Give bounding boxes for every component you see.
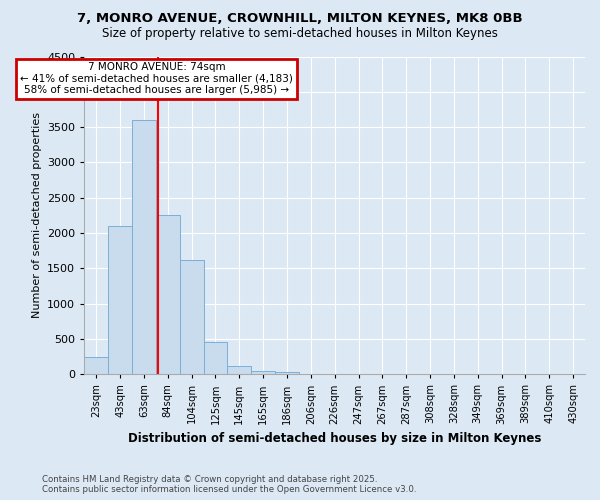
Bar [251,370,275,374]
X-axis label: Distribution of semi-detached houses by size in Milton Keynes: Distribution of semi-detached houses by … [128,432,541,445]
Text: Size of property relative to semi-detached houses in Milton Keynes: Size of property relative to semi-detach… [102,28,498,40]
Text: 7, MONRO AVENUE, CROWNHILL, MILTON KEYNES, MK8 0BB: 7, MONRO AVENUE, CROWNHILL, MILTON KEYNE… [77,12,523,26]
Bar [203,342,227,374]
Bar [85,356,108,374]
Bar [275,372,299,374]
Y-axis label: Number of semi-detached properties: Number of semi-detached properties [32,112,41,318]
Bar [156,216,180,374]
Bar [227,366,251,374]
Text: 7 MONRO AVENUE: 74sqm
← 41% of semi-detached houses are smaller (4,183)
58% of s: 7 MONRO AVENUE: 74sqm ← 41% of semi-deta… [20,62,293,96]
Bar [108,226,132,374]
Bar [180,260,203,374]
Text: Contains HM Land Registry data © Crown copyright and database right 2025.
Contai: Contains HM Land Registry data © Crown c… [42,474,416,494]
Bar [132,120,156,374]
